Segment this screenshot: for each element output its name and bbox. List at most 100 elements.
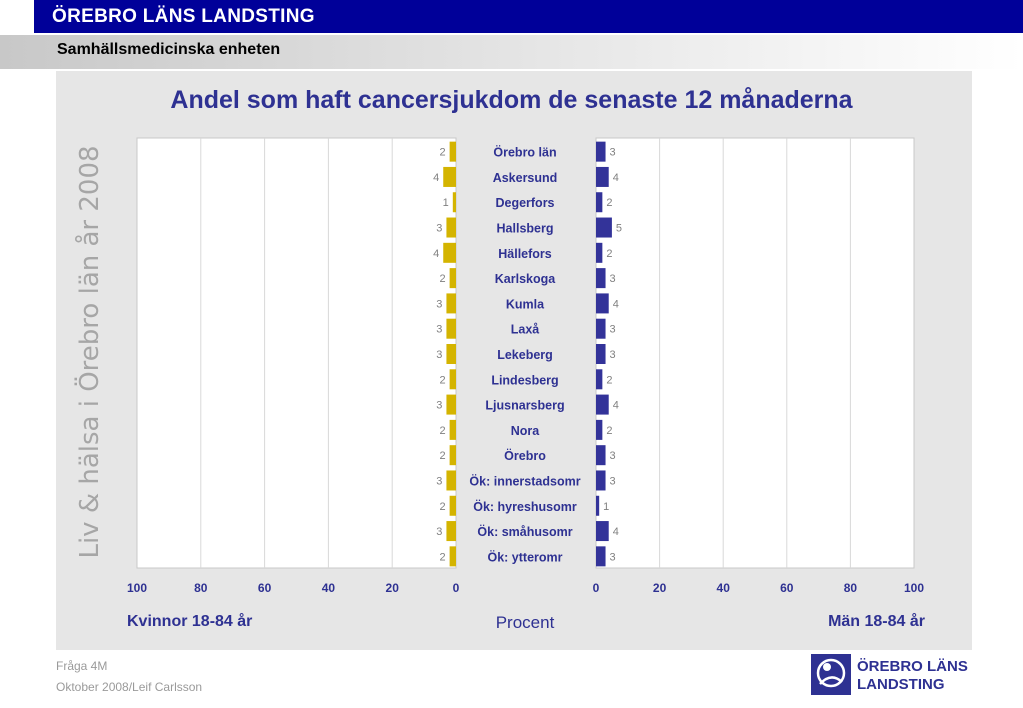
bar-women (446, 293, 456, 314)
logo-line1: ÖREBRO LÄNS (857, 658, 968, 675)
category-label: Kumla (506, 297, 545, 311)
category-label: Hällefors (498, 247, 552, 261)
bar-men (596, 546, 606, 567)
data-label-women: 1 (443, 197, 449, 209)
data-label-men: 2 (606, 197, 612, 209)
plot-area-men (595, 137, 915, 569)
data-label-men: 1 (603, 501, 609, 513)
logo-figure-head (823, 663, 831, 671)
bar-women (449, 495, 456, 516)
data-label-men: 4 (613, 400, 619, 412)
data-label-women: 3 (436, 324, 442, 336)
bar-men (596, 419, 603, 440)
bar-women (449, 546, 456, 567)
bar-men (596, 369, 603, 390)
tick-label-right: 60 (780, 581, 794, 595)
tick-label-right: 100 (904, 581, 924, 595)
data-label-women: 2 (439, 425, 445, 437)
data-label-women: 2 (439, 450, 445, 462)
data-label-men: 4 (613, 298, 619, 310)
data-label-women: 4 (433, 172, 439, 184)
bar-men (596, 268, 606, 289)
bar-women (443, 166, 456, 187)
logo-figure-arm (819, 676, 843, 685)
legend-women: Kvinnor 18-84 år (127, 613, 253, 630)
category-label: Nora (511, 424, 541, 438)
data-label-women: 2 (439, 147, 445, 159)
tick-label-right: 0 (593, 581, 600, 595)
tick-label-right: 80 (844, 581, 858, 595)
bar-men (596, 344, 606, 364)
data-label-women: 3 (436, 298, 442, 310)
header-bar: ÖREBRO LÄNS LANDSTING (34, 0, 1023, 33)
data-label-men: 4 (613, 172, 619, 184)
category-label: Askersund (493, 171, 558, 185)
category-label: Laxå (511, 323, 540, 337)
bar-women (452, 192, 456, 213)
category-label: Lindesberg (491, 373, 558, 387)
category-label: Örebro län (493, 145, 556, 160)
bar-women (449, 141, 456, 162)
logo-line2: LANDSTING (857, 676, 945, 693)
bar-women (443, 242, 456, 263)
bar-men (596, 141, 606, 162)
bar-men (596, 394, 609, 415)
data-label-women: 2 (439, 273, 445, 285)
bar-men (596, 166, 609, 187)
bar-women (449, 268, 456, 289)
bar-men (596, 495, 600, 516)
bar-women (449, 445, 456, 466)
category-label: Ök: innerstadsomr (469, 473, 580, 488)
bar-men (596, 470, 606, 491)
data-label-men: 3 (610, 475, 616, 487)
data-label-men: 3 (610, 273, 616, 285)
tick-label-left: 60 (258, 581, 272, 595)
bar-women (446, 217, 456, 238)
data-label-men: 3 (610, 349, 616, 361)
logo-swirl (816, 658, 846, 688)
data-label-women: 3 (436, 526, 442, 538)
landsting-logo: ÖREBRO LÄNS LANDSTING (811, 654, 968, 695)
tick-label-right: 20 (653, 581, 667, 595)
data-label-men: 2 (606, 374, 612, 386)
bar-women (449, 369, 456, 390)
data-label-women: 2 (439, 501, 445, 513)
footer-question: Fråga 4M (56, 659, 108, 673)
data-label-women: 3 (436, 349, 442, 361)
plot-area-women (136, 137, 457, 569)
subheader-bar: Samhällsmedicinska enheten (0, 35, 1023, 69)
bar-women (449, 419, 456, 440)
tick-label-left: 0 (453, 581, 460, 595)
bar-women (446, 394, 456, 415)
chart-title: Andel som haft cancersjukdom de senaste … (170, 86, 853, 114)
bar-women (446, 470, 456, 491)
tick-label-right: 40 (717, 581, 731, 595)
bar-men (596, 293, 609, 314)
tick-label-left: 20 (386, 581, 400, 595)
data-label-men: 2 (606, 248, 612, 260)
category-label: Hallsberg (497, 222, 554, 236)
org-name: ÖREBRO LÄNS LANDSTING (52, 6, 315, 27)
bar-men (596, 521, 609, 542)
unit-name: Samhällsmedicinska enheten (57, 41, 281, 58)
data-label-men: 2 (606, 425, 612, 437)
category-label: Karlskoga (495, 272, 556, 286)
bar-men (596, 318, 606, 339)
category-label: Ök: hyreshusomr (473, 499, 577, 514)
category-label: Ök: ytteromr (487, 549, 562, 564)
category-label: Ök: småhusomr (477, 524, 572, 539)
tick-label-left: 40 (322, 581, 336, 595)
data-label-women: 3 (436, 475, 442, 487)
x-axis-label: Procent (495, 613, 555, 632)
data-label-men: 4 (613, 526, 619, 538)
bar-women (446, 318, 456, 339)
bar-women (446, 344, 456, 364)
data-label-men: 3 (610, 147, 616, 159)
bar-women (446, 521, 456, 542)
tick-label-left: 100 (127, 581, 147, 595)
data-label-men: 3 (610, 450, 616, 462)
bar-men (596, 217, 612, 238)
bar-men (596, 242, 603, 263)
data-label-women: 3 (436, 400, 442, 412)
